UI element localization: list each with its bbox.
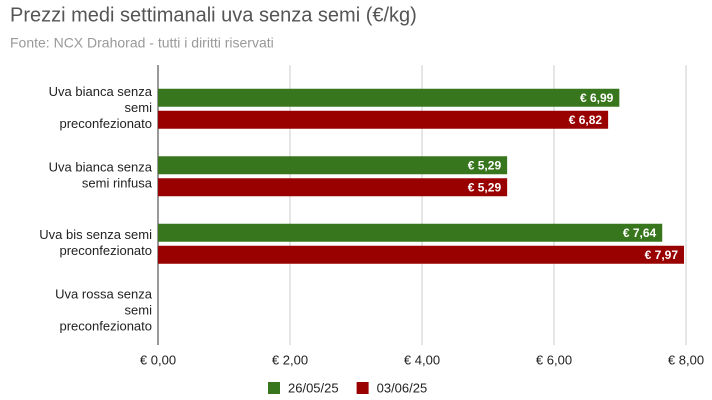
y-tick-label: Uva bianca senza semi rinfusa <box>49 160 153 191</box>
data-label: € 7,97 <box>645 248 679 262</box>
x-tick-label: € 2,00 <box>272 352 308 367</box>
x-tick-label: € 6,00 <box>536 352 572 367</box>
bar <box>158 178 508 197</box>
x-tick-label: € 8,00 <box>668 352 704 367</box>
data-label: € 5,29 <box>468 158 502 172</box>
legend-swatch <box>356 382 369 394</box>
bar <box>158 110 609 129</box>
chart-title: Prezzi medi settimanali uva senza semi (… <box>10 4 417 26</box>
data-label: € 5,29 <box>468 180 502 194</box>
legend-swatch <box>268 382 280 394</box>
legend-label: 26/05/25 <box>288 380 339 395</box>
data-label: € 7,64 <box>623 226 657 240</box>
bar <box>158 223 663 242</box>
legend-label: 03/06/25 <box>377 380 428 395</box>
y-tick-label: Uva rossa senza semi preconfezionato <box>55 287 153 334</box>
bar <box>158 245 685 264</box>
x-tick-label: € 4,00 <box>404 352 440 367</box>
y-tick-label: Uva bianca senza semi preconfezionato <box>49 84 153 131</box>
data-label: € 6,82 <box>569 113 603 127</box>
y-tick-label: Uva bis senza semi preconfezionato <box>39 227 152 258</box>
bar <box>158 156 508 175</box>
x-tick-label: € 0,00 <box>140 352 176 367</box>
chart-subtitle: Fonte: NCX Drahorad - tutti i diritti ri… <box>10 35 274 51</box>
bar <box>158 88 620 107</box>
data-label: € 6,99 <box>580 91 614 105</box>
